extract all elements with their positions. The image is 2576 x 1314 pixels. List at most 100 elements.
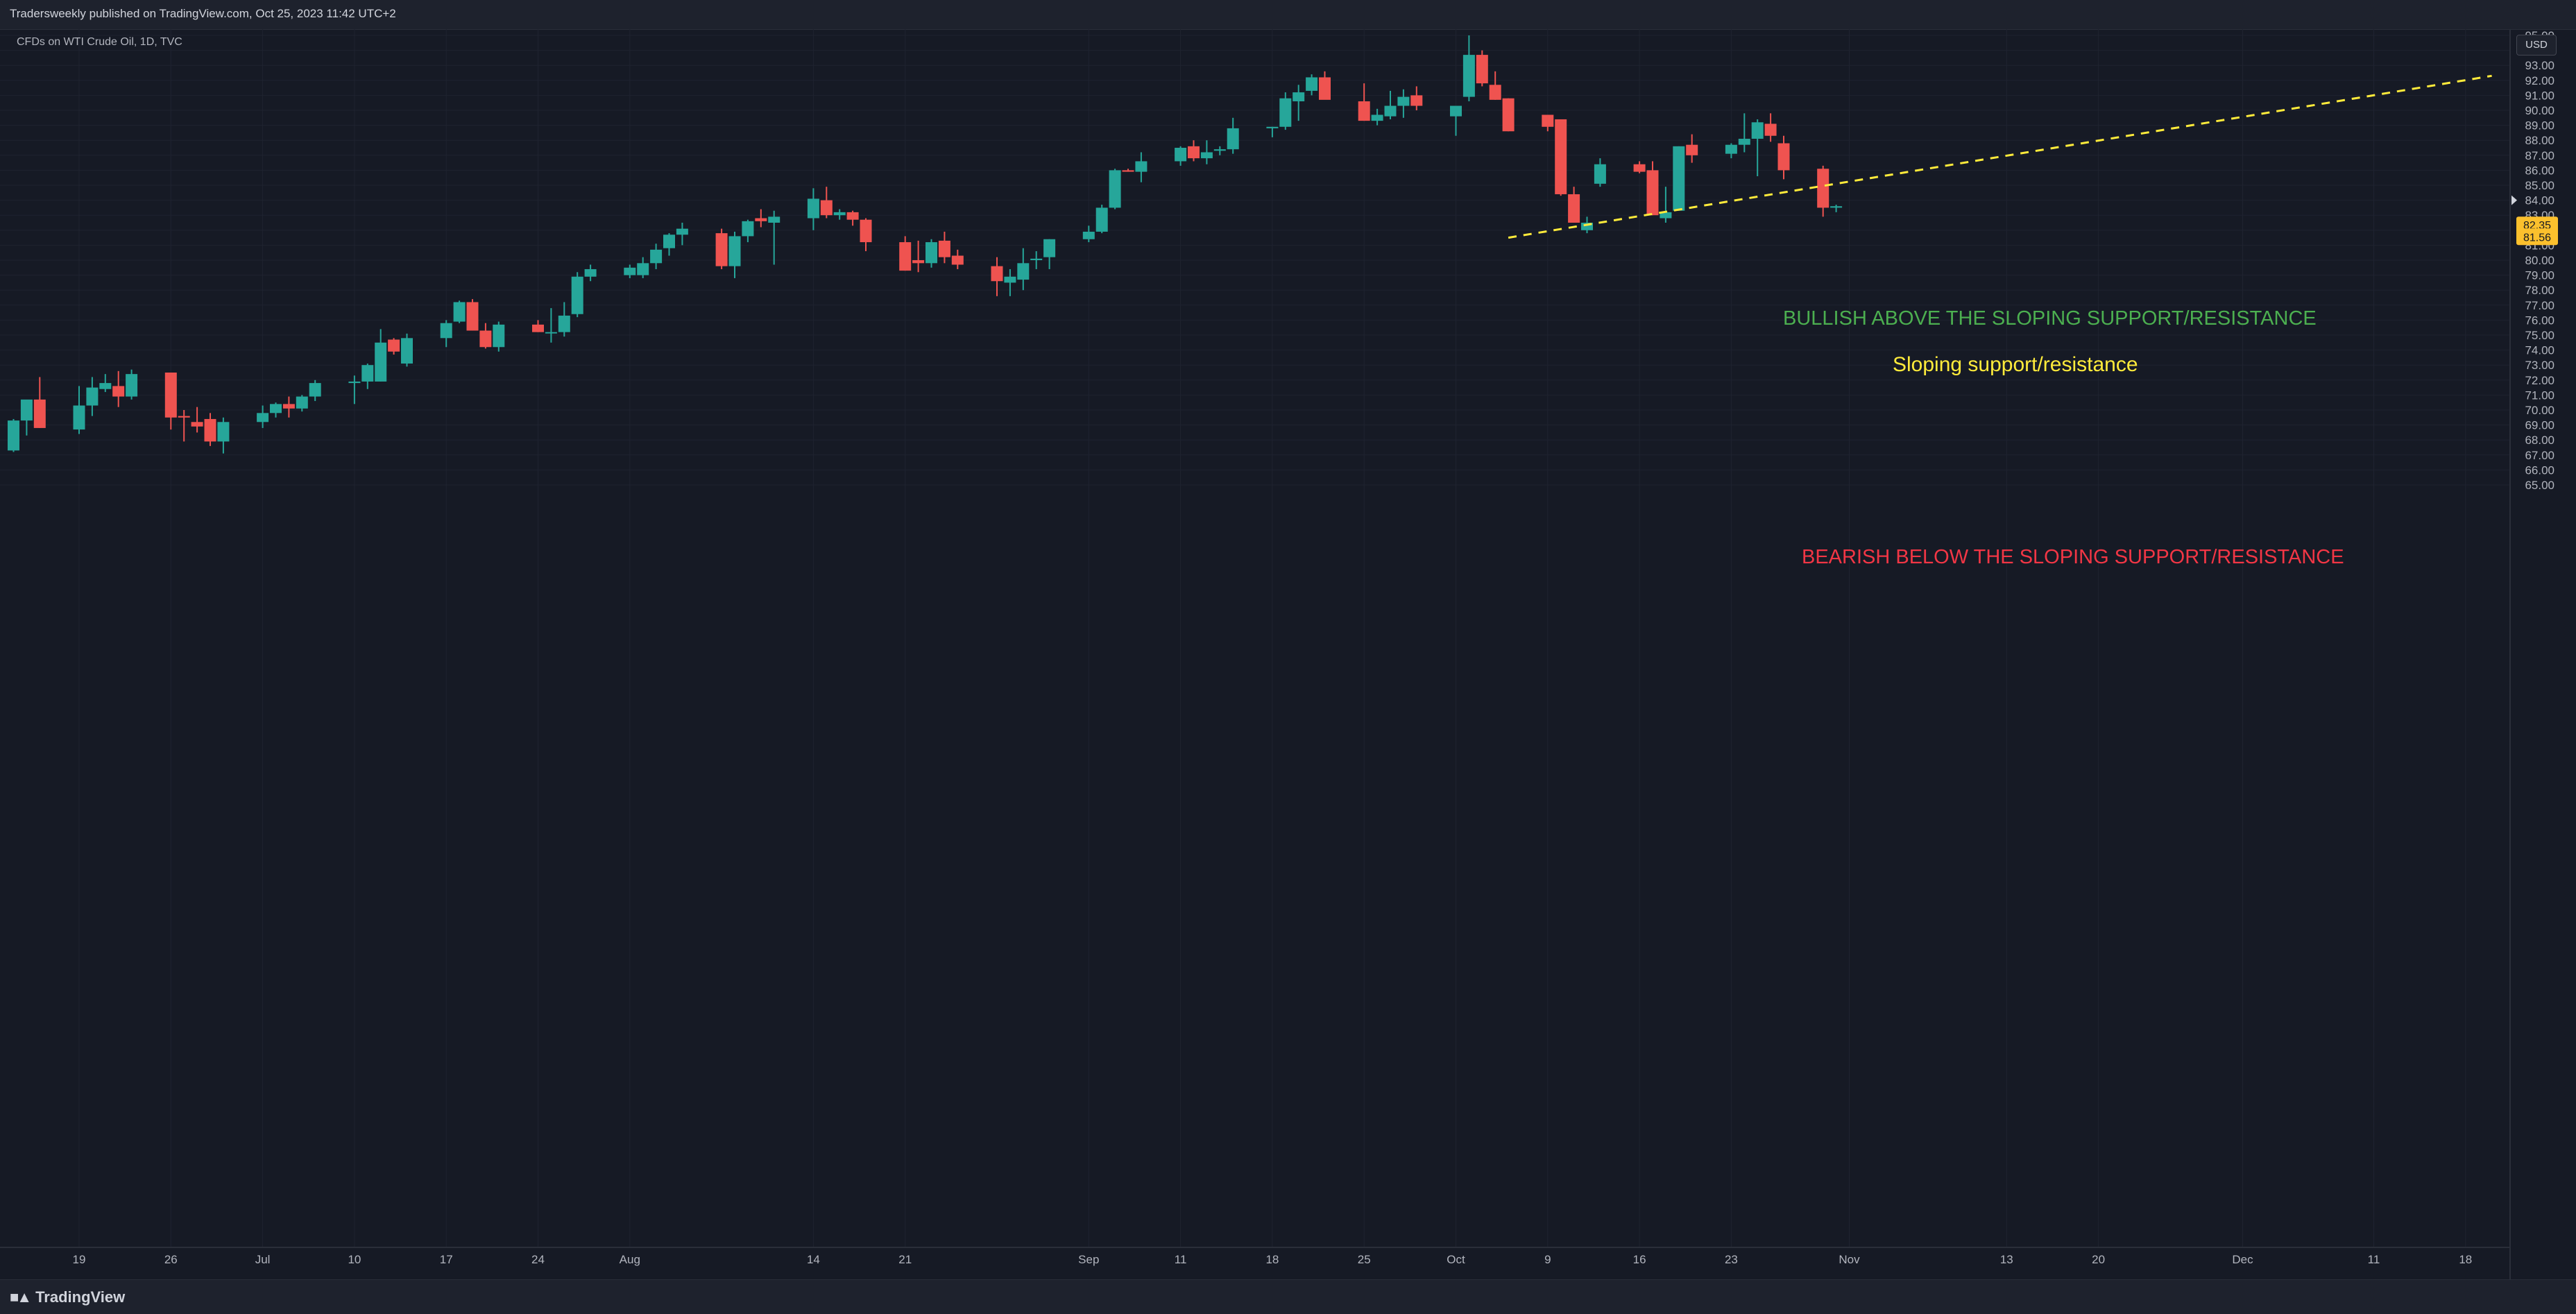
candle-body[interactable]	[1188, 146, 1200, 159]
candle-body[interactable]	[1279, 98, 1292, 127]
candle-body[interactable]	[112, 386, 125, 397]
candle-body[interactable]	[204, 418, 216, 442]
candle-body[interactable]	[1633, 164, 1646, 172]
candle-body[interactable]	[1358, 101, 1370, 121]
candle-body[interactable]	[466, 302, 479, 331]
candle-body[interactable]	[1489, 85, 1501, 100]
candle-body[interactable]	[1397, 96, 1410, 106]
candle-body[interactable]	[1462, 55, 1475, 97]
candle-body[interactable]	[532, 324, 544, 332]
candle-body[interactable]	[571, 276, 583, 314]
candle-body[interactable]	[493, 324, 505, 348]
candlestick-chart[interactable]: BULLISH ABOVE THE SLOPING SUPPORT/RESIST…	[0, 29, 2576, 1279]
candle-body[interactable]	[1319, 77, 1331, 100]
candle-body[interactable]	[1542, 114, 1554, 127]
candle-body[interactable]	[860, 219, 872, 243]
candle-body[interactable]	[1830, 206, 1843, 208]
candle-body[interactable]	[1384, 105, 1397, 117]
candle-body[interactable]	[755, 218, 767, 221]
candle-body[interactable]	[951, 255, 964, 265]
candle-body[interactable]	[1306, 77, 1318, 91]
candle-body[interactable]	[33, 399, 46, 428]
candle-body[interactable]	[191, 422, 203, 427]
candle-body[interactable]	[1213, 149, 1226, 151]
candle-body[interactable]	[296, 396, 308, 409]
candle-body[interactable]	[846, 212, 859, 220]
candle-body[interactable]	[1594, 164, 1606, 184]
candle-body[interactable]	[86, 387, 99, 406]
candle-body[interactable]	[178, 416, 190, 418]
currency-button[interactable]: USD	[2516, 35, 2557, 56]
candle-body[interactable]	[126, 374, 138, 397]
candle-body[interactable]	[624, 267, 636, 275]
candle-body[interactable]	[282, 404, 295, 409]
candle-body[interactable]	[1017, 263, 1030, 280]
candle-body[interactable]	[912, 260, 925, 264]
candle-body[interactable]	[1175, 148, 1187, 162]
candle-body[interactable]	[926, 242, 937, 264]
candle-body[interactable]	[309, 383, 321, 397]
candle-body[interactable]	[1450, 105, 1462, 117]
candle-body[interactable]	[453, 302, 466, 322]
candle-body[interactable]	[768, 216, 781, 223]
candle-body[interactable]	[1476, 55, 1488, 84]
candle-body[interactable]	[348, 381, 361, 384]
candle-body[interactable]	[1030, 258, 1043, 260]
candle-body[interactable]	[99, 383, 112, 389]
candle-body[interactable]	[217, 422, 230, 442]
candle-body[interactable]	[270, 404, 282, 413]
candle-body[interactable]	[991, 266, 1003, 282]
candle-body[interactable]	[1751, 122, 1764, 139]
candle-body[interactable]	[1777, 143, 1790, 171]
candle-body[interactable]	[257, 413, 269, 423]
candle-body[interactable]	[833, 212, 846, 216]
candle-body[interactable]	[1266, 126, 1279, 128]
candle-body[interactable]	[388, 339, 400, 352]
candle-body[interactable]	[1122, 170, 1134, 172]
candle-body[interactable]	[479, 330, 492, 348]
candle-body[interactable]	[401, 338, 413, 364]
candle-body[interactable]	[807, 198, 819, 219]
candle-body[interactable]	[1227, 128, 1239, 150]
candle-body[interactable]	[715, 233, 728, 266]
candle-body[interactable]	[1764, 123, 1777, 136]
candle-body[interactable]	[1095, 207, 1108, 232]
candle-body[interactable]	[1043, 239, 1056, 257]
candle-body[interactable]	[73, 405, 85, 430]
candle-body[interactable]	[440, 323, 452, 339]
candle-body[interactable]	[20, 399, 33, 421]
candle-body[interactable]	[663, 234, 675, 248]
candle-body[interactable]	[637, 263, 649, 275]
candle-body[interactable]	[1817, 169, 1829, 208]
candle-body[interactable]	[899, 242, 912, 271]
sloping-trendline[interactable]	[1508, 74, 2492, 239]
candle-body[interactable]	[820, 200, 833, 216]
candle-body[interactable]	[1725, 144, 1737, 154]
candle-body[interactable]	[558, 315, 570, 332]
candle-body[interactable]	[584, 268, 597, 277]
tradingview-logo[interactable]: ■▲ TradingView	[10, 1288, 125, 1306]
candle-body[interactable]	[676, 228, 688, 235]
candle-body[interactable]	[164, 373, 177, 418]
candle-body[interactable]	[1082, 231, 1095, 239]
candle-body[interactable]	[728, 236, 741, 266]
candle-body[interactable]	[545, 332, 557, 334]
candle-body[interactable]	[1555, 119, 1567, 194]
candle-body[interactable]	[1200, 152, 1213, 159]
candle-body[interactable]	[1410, 95, 1423, 106]
candle-body[interactable]	[1660, 212, 1672, 219]
candle-body[interactable]	[1646, 170, 1659, 216]
candle-body[interactable]	[1004, 276, 1016, 283]
candle-body[interactable]	[8, 420, 19, 451]
candle-body[interactable]	[1135, 161, 1148, 172]
candle-body[interactable]	[1581, 223, 1593, 230]
candle-body[interactable]	[650, 249, 663, 264]
candle-body[interactable]	[1738, 139, 1750, 145]
candle-body[interactable]	[1502, 98, 1515, 132]
chart-area[interactable]: BULLISH ABOVE THE SLOPING SUPPORT/RESIST…	[0, 29, 2576, 1279]
candle-body[interactable]	[1568, 194, 1580, 223]
candle-body[interactable]	[938, 240, 950, 257]
candle-body[interactable]	[1686, 144, 1698, 155]
candle-body[interactable]	[742, 221, 754, 237]
candle-body[interactable]	[375, 342, 387, 382]
